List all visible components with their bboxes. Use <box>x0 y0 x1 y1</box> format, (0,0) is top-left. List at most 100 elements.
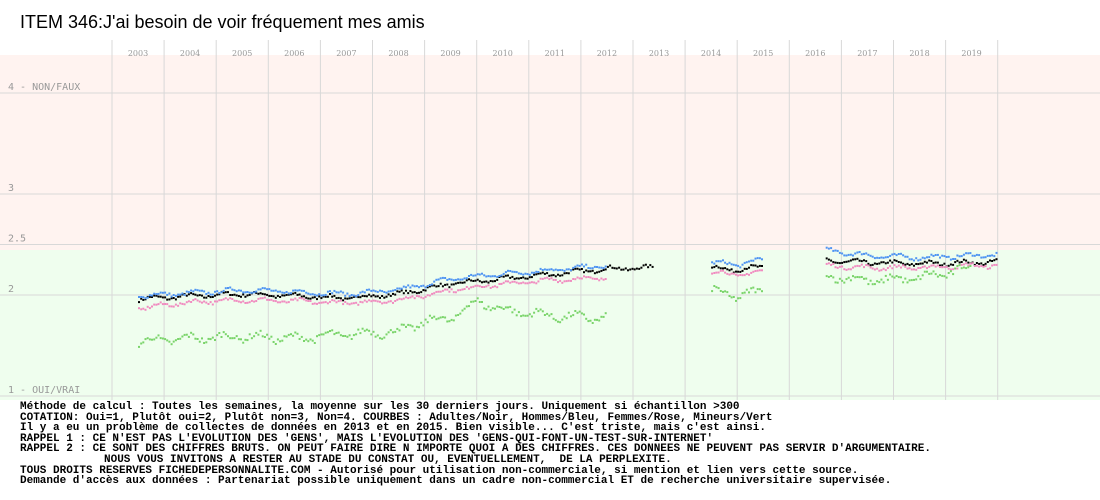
data-point <box>333 289 336 292</box>
data-point <box>485 285 488 288</box>
data-point <box>578 268 581 271</box>
data-point <box>967 266 970 269</box>
data-point <box>170 295 173 298</box>
data-point <box>591 322 594 324</box>
data-point <box>183 303 186 306</box>
data-point <box>947 267 950 270</box>
data-point <box>259 288 262 291</box>
data-point <box>550 313 553 316</box>
data-point <box>402 323 405 326</box>
data-point <box>915 263 918 265</box>
y-tick-label: 3 <box>8 183 14 194</box>
data-point <box>509 276 512 279</box>
data-point <box>889 259 892 262</box>
data-point <box>743 291 746 294</box>
data-point <box>943 262 946 265</box>
data-point <box>400 287 403 290</box>
data-point <box>498 275 501 277</box>
data-point <box>352 295 355 298</box>
data-point <box>146 296 149 299</box>
data-point <box>600 277 603 280</box>
data-point <box>365 328 368 331</box>
data-point <box>576 311 579 314</box>
data-point <box>958 261 961 264</box>
data-point <box>761 258 763 261</box>
data-point <box>884 274 887 277</box>
data-point <box>860 276 863 278</box>
data-point <box>993 255 996 258</box>
data-point <box>713 272 716 274</box>
data-point <box>600 269 603 272</box>
data-point <box>717 287 720 290</box>
data-point <box>930 253 933 256</box>
data-point <box>346 302 349 305</box>
data-point <box>895 275 898 277</box>
data-point <box>745 288 748 291</box>
data-point <box>211 336 214 339</box>
data-point <box>941 274 944 277</box>
data-point <box>298 293 301 296</box>
data-point <box>311 302 314 305</box>
data-point <box>921 274 924 277</box>
data-point <box>465 279 468 282</box>
data-point <box>642 264 645 267</box>
data-point <box>385 291 388 294</box>
data-point <box>231 288 234 291</box>
data-point <box>352 302 355 305</box>
data-point <box>324 295 327 298</box>
data-point <box>932 264 935 267</box>
data-point <box>537 271 540 273</box>
x-tick-label: 2017 <box>857 49 877 58</box>
data-point <box>290 298 292 301</box>
data-point <box>161 303 164 306</box>
data-point <box>884 269 887 272</box>
data-point <box>856 257 859 260</box>
data-point <box>967 261 970 264</box>
data-point <box>350 338 353 340</box>
data-point <box>407 323 410 326</box>
data-point <box>580 263 583 266</box>
data-point <box>930 260 933 262</box>
data-point <box>941 266 944 269</box>
data-point <box>550 268 553 271</box>
data-point <box>151 296 153 298</box>
data-point <box>552 278 555 281</box>
data-point <box>246 339 249 342</box>
data-point <box>248 293 251 296</box>
data-point <box>237 338 240 341</box>
data-point <box>481 286 483 288</box>
data-point <box>711 261 714 264</box>
data-point <box>535 282 538 285</box>
data-point <box>500 306 503 309</box>
y-axis-labels: 4 - NON/FAUX 3 2.5 2 1 - OUI/VRAI <box>8 82 80 396</box>
data-point <box>629 268 632 271</box>
data-point <box>758 288 761 291</box>
data-point <box>272 295 275 298</box>
data-point <box>522 276 525 279</box>
data-point <box>498 283 501 285</box>
data-point <box>748 260 750 263</box>
data-point <box>489 287 492 289</box>
data-point <box>157 303 160 306</box>
data-point <box>878 262 881 265</box>
data-point <box>889 254 892 257</box>
data-point <box>719 267 722 270</box>
data-point <box>316 335 318 338</box>
data-point <box>917 275 920 278</box>
data-point <box>530 281 533 284</box>
data-point <box>309 297 312 300</box>
data-point <box>402 297 405 300</box>
data-point <box>405 296 407 299</box>
data-point <box>910 258 913 261</box>
x-tick-label: 2012 <box>597 49 617 58</box>
data-point <box>941 264 944 267</box>
data-point <box>376 295 379 298</box>
data-point <box>333 299 336 302</box>
data-point <box>882 267 885 270</box>
data-point <box>494 275 496 278</box>
data-point <box>463 281 466 284</box>
data-point <box>524 282 527 285</box>
data-point <box>396 287 399 290</box>
data-point <box>613 267 616 270</box>
data-point <box>954 267 957 270</box>
